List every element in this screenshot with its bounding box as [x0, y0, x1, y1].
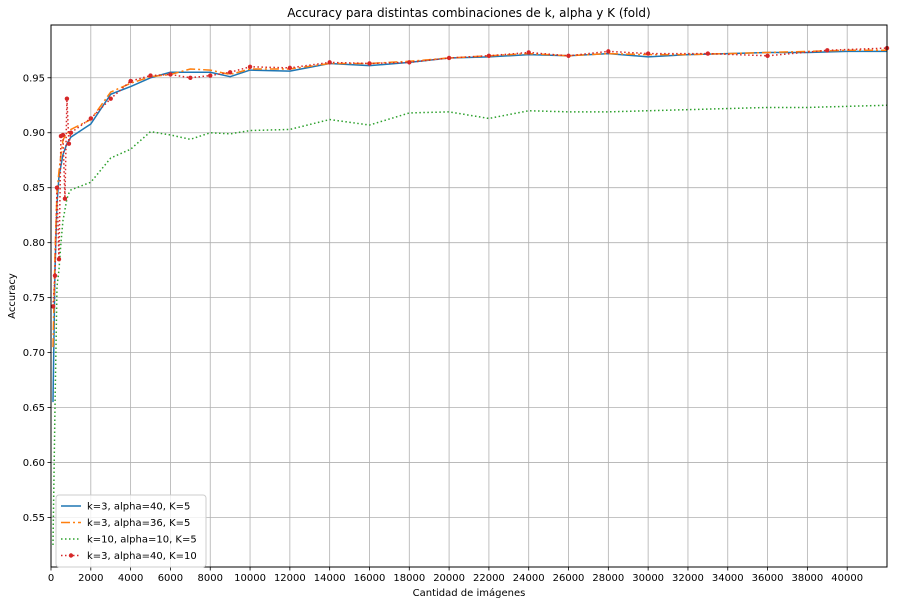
data-point	[446, 55, 452, 61]
x-tick-label: 6000	[158, 573, 183, 584]
data-point	[606, 49, 611, 54]
legend-label: k=3, alpha=40, K=5	[87, 502, 190, 513]
data-point	[247, 64, 253, 69]
x-tick-label: 20000	[433, 573, 465, 584]
x-tick-label: 0	[48, 573, 54, 584]
x-tick-label: 24000	[513, 573, 545, 584]
data-point	[227, 70, 233, 75]
series-4	[50, 45, 890, 309]
y-tick-label: 0.65	[23, 403, 45, 414]
data-point	[188, 75, 193, 80]
x-tick-label: 30000	[632, 573, 664, 584]
y-axis-label: Accuracy	[7, 273, 18, 319]
data-point	[62, 196, 68, 201]
series-lines	[50, 45, 890, 546]
plot-frame	[50, 24, 888, 568]
x-tick-label: 14000	[314, 573, 346, 584]
legend-label: k=3, alpha=40, K=10	[87, 551, 197, 562]
series-3	[52, 104, 888, 546]
x-tick-label: 32000	[672, 573, 704, 584]
y-tick-label: 0.55	[23, 513, 45, 524]
series-1	[52, 50, 887, 403]
data-point	[327, 60, 332, 65]
legend: k=3, alpha=40, K=5 k=3, alpha=36, K=5 k=10…	[55, 494, 207, 568]
x-tick-label: 2000	[78, 573, 103, 584]
data-point	[148, 73, 153, 78]
series-2	[52, 49, 887, 348]
data-point	[705, 51, 711, 56]
data-point	[66, 141, 72, 146]
x-tick-label: 10000	[234, 573, 266, 584]
y-tick-label: 0.75	[23, 293, 45, 304]
data-point	[52, 273, 58, 278]
x-tick-label: 18000	[393, 573, 425, 584]
data-point	[287, 65, 293, 71]
data-point	[128, 78, 133, 84]
legend-marker	[68, 553, 74, 558]
data-point	[367, 61, 372, 66]
x-tick-label: 28000	[592, 573, 624, 584]
data-point	[168, 72, 173, 77]
series-line	[52, 50, 887, 403]
x-tick-label: 26000	[553, 573, 585, 584]
legend-label: k=10, alpha=10, K=5	[87, 535, 197, 546]
data-point	[825, 48, 830, 53]
data-point	[64, 96, 70, 101]
data-point	[566, 53, 571, 58]
series-line	[52, 49, 887, 348]
data-point	[54, 185, 60, 190]
data-point	[407, 60, 412, 65]
chart-title: Accuracy para distintas combinaciones de…	[287, 6, 650, 20]
x-tick-label: 22000	[473, 573, 505, 584]
data-point	[50, 304, 56, 309]
x-tick-label: 12000	[274, 573, 306, 584]
y-tick-label: 0.85	[23, 183, 45, 194]
data-point	[68, 130, 74, 135]
data-point	[765, 53, 770, 58]
y-tick-label: 0.90	[23, 128, 45, 139]
legend-box	[55, 494, 207, 568]
x-tick-label: 16000	[354, 573, 386, 584]
data-point	[486, 53, 492, 58]
legend-label: k=3, alpha=36, K=5	[87, 518, 190, 529]
data-point	[526, 50, 531, 55]
series-line	[52, 104, 888, 546]
data-point	[208, 73, 213, 78]
x-tick-label: 4000	[118, 573, 143, 584]
x-axis-label: Cantidad de imágenes	[413, 587, 526, 599]
series-line	[52, 47, 888, 307]
data-point	[56, 256, 62, 262]
x-tick-label: 36000	[752, 573, 784, 584]
x-tick-label: 38000	[791, 573, 823, 584]
x-tick-label: 34000	[712, 573, 744, 584]
axis-ticks: 0 2000 4000 6000 8000 10000 12000 14000 16000 180…	[23, 73, 863, 584]
y-tick-label: 0.60	[23, 458, 45, 469]
data-point	[88, 116, 94, 121]
data-point	[108, 96, 113, 101]
x-tick-label: 40000	[831, 573, 863, 584]
y-tick-label: 0.80	[23, 238, 45, 249]
y-tick-label: 0.70	[23, 348, 45, 359]
data-point	[645, 51, 651, 56]
y-tick-label: 0.95	[23, 73, 45, 84]
x-tick-label: 8000	[198, 573, 223, 584]
grid	[50, 25, 887, 567]
data-point	[60, 132, 66, 138]
